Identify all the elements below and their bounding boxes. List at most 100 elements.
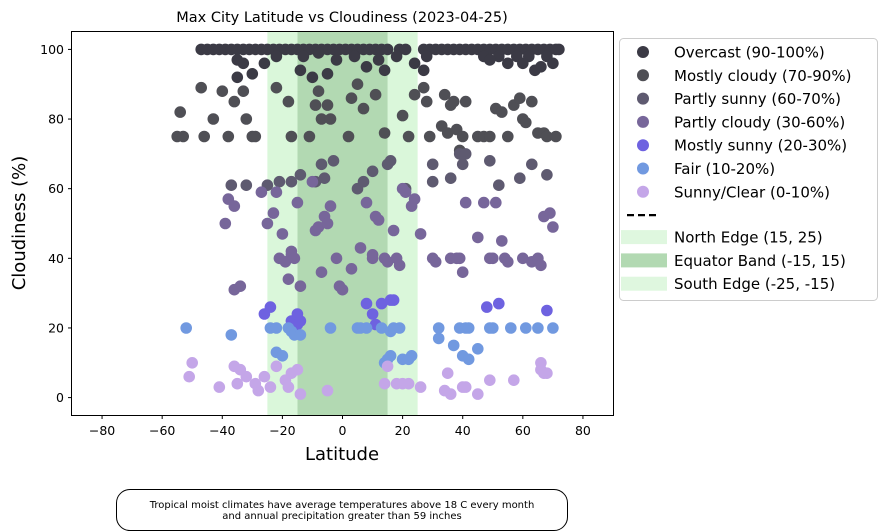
legend-label-6: Sunny/Clear (0-10%) xyxy=(674,183,830,201)
point-s1-6 xyxy=(216,85,229,97)
y-axis-label: Cloudiness (%) xyxy=(9,156,30,291)
legend-marker-4 xyxy=(637,139,649,152)
point-s0-69 xyxy=(420,50,433,63)
point-s3-4 xyxy=(234,280,247,293)
point-s3-16 xyxy=(291,196,304,209)
point-s0-78 xyxy=(294,64,307,77)
point-s6-15 xyxy=(291,363,304,376)
point-s3-43 xyxy=(408,193,421,205)
point-s1-4 xyxy=(198,130,210,143)
point-s0-79 xyxy=(321,68,334,80)
legend-patch-10 xyxy=(621,276,667,291)
point-s5-1 xyxy=(225,329,238,341)
point-s3-27 xyxy=(336,283,349,296)
legend: Overcast (90-100%) Mostly cloudy (70-90%)… xyxy=(619,38,878,301)
point-s0-62 xyxy=(297,50,310,63)
point-s1-28 xyxy=(396,109,409,122)
chart-title: Max City Latitude vs Cloudiness (2023-04… xyxy=(176,10,508,26)
annotation-line-2: and annual precipitation greater than 59… xyxy=(222,511,462,522)
point-s0-82 xyxy=(417,64,430,77)
point-s5-31 xyxy=(462,322,475,334)
point-s3-51 xyxy=(459,196,472,209)
point-s5-26 xyxy=(447,339,460,352)
point-s1-15 xyxy=(282,95,295,108)
point-s1-50 xyxy=(514,92,526,104)
point-s2-8 xyxy=(318,172,331,184)
point-s4-13 xyxy=(493,297,505,310)
annotation-line-1: Tropical moist climates have average tem… xyxy=(149,500,535,511)
point-s3-15 xyxy=(288,252,301,265)
x-tick-label: 20 xyxy=(395,423,411,438)
point-s1-29 xyxy=(402,130,415,143)
x-tick-label: −80 xyxy=(89,423,115,438)
point-s2-7 xyxy=(315,158,328,171)
legend-label-5: Fair (10-20%) xyxy=(674,160,775,178)
point-s2-14 xyxy=(384,155,397,167)
point-s6-9 xyxy=(258,370,271,383)
y-tick-label: 20 xyxy=(48,320,64,335)
point-s0-33 xyxy=(399,43,412,56)
point-s3-0 xyxy=(219,217,232,230)
point-s1-7 xyxy=(222,130,235,143)
y-tick-label: 100 xyxy=(40,42,64,57)
point-s5-17 xyxy=(384,350,397,362)
point-s5-34 xyxy=(487,322,499,334)
point-s0-83 xyxy=(484,54,496,66)
point-s1-8 xyxy=(228,95,241,108)
point-s1-26 xyxy=(369,88,382,101)
point-s1-3 xyxy=(195,81,207,94)
point-s1-9 xyxy=(237,85,250,97)
x-tick-label: 80 xyxy=(575,423,591,438)
point-s2-22 xyxy=(484,155,496,167)
legend-marker-5 xyxy=(637,162,649,175)
point-s0-81 xyxy=(378,64,391,77)
point-s1-21 xyxy=(324,113,337,125)
legend-label-3: Partly cloudy (30-60%) xyxy=(674,113,845,131)
point-s6-31 xyxy=(508,374,520,387)
point-s6-25 xyxy=(441,367,454,380)
point-s1-33 xyxy=(423,130,436,143)
point-s0-77 xyxy=(306,71,319,84)
x-tick-label: −60 xyxy=(149,423,175,438)
point-s2-17 xyxy=(426,158,439,171)
point-s1-22 xyxy=(342,130,355,143)
point-s3-60 xyxy=(517,252,529,265)
point-s6-22 xyxy=(402,377,415,390)
legend-marker-3 xyxy=(637,115,649,128)
point-s6-29 xyxy=(472,388,484,400)
point-s5-20 xyxy=(393,322,406,334)
point-s2-5 xyxy=(294,169,307,181)
point-s3-28 xyxy=(345,263,358,275)
point-s5-35 xyxy=(505,322,517,334)
point-s2-9 xyxy=(327,155,340,167)
point-s3-34 xyxy=(372,214,385,226)
point-s5-14 xyxy=(375,322,388,334)
point-s5-38 xyxy=(547,322,559,334)
x-tick-label: 60 xyxy=(515,423,531,438)
point-s1-20 xyxy=(321,99,334,111)
point-s3-30 xyxy=(360,196,373,209)
point-s0-63 xyxy=(312,47,325,59)
point-s1-57 xyxy=(550,130,562,143)
point-s4-14 xyxy=(541,304,553,317)
point-s3-5 xyxy=(255,186,268,198)
point-s5-10 xyxy=(324,322,337,334)
point-s3-41 xyxy=(399,186,412,198)
point-s3-63 xyxy=(535,259,547,272)
point-s1-31 xyxy=(417,81,430,94)
point-s1-32 xyxy=(420,95,433,108)
point-s1-42 xyxy=(459,95,472,108)
point-s1-52 xyxy=(520,116,532,129)
legend-marker-2 xyxy=(637,92,649,105)
point-s1-1 xyxy=(174,106,186,118)
point-s3-25 xyxy=(330,252,343,265)
point-s3-21 xyxy=(315,266,328,279)
point-s1-24 xyxy=(351,78,364,90)
point-s2-23 xyxy=(493,179,505,191)
point-s1-35 xyxy=(441,127,454,139)
point-s2-18 xyxy=(444,172,457,184)
point-s6-35 xyxy=(541,367,553,380)
point-s6-1 xyxy=(186,357,198,369)
x-tick-label: 0 xyxy=(339,423,347,438)
